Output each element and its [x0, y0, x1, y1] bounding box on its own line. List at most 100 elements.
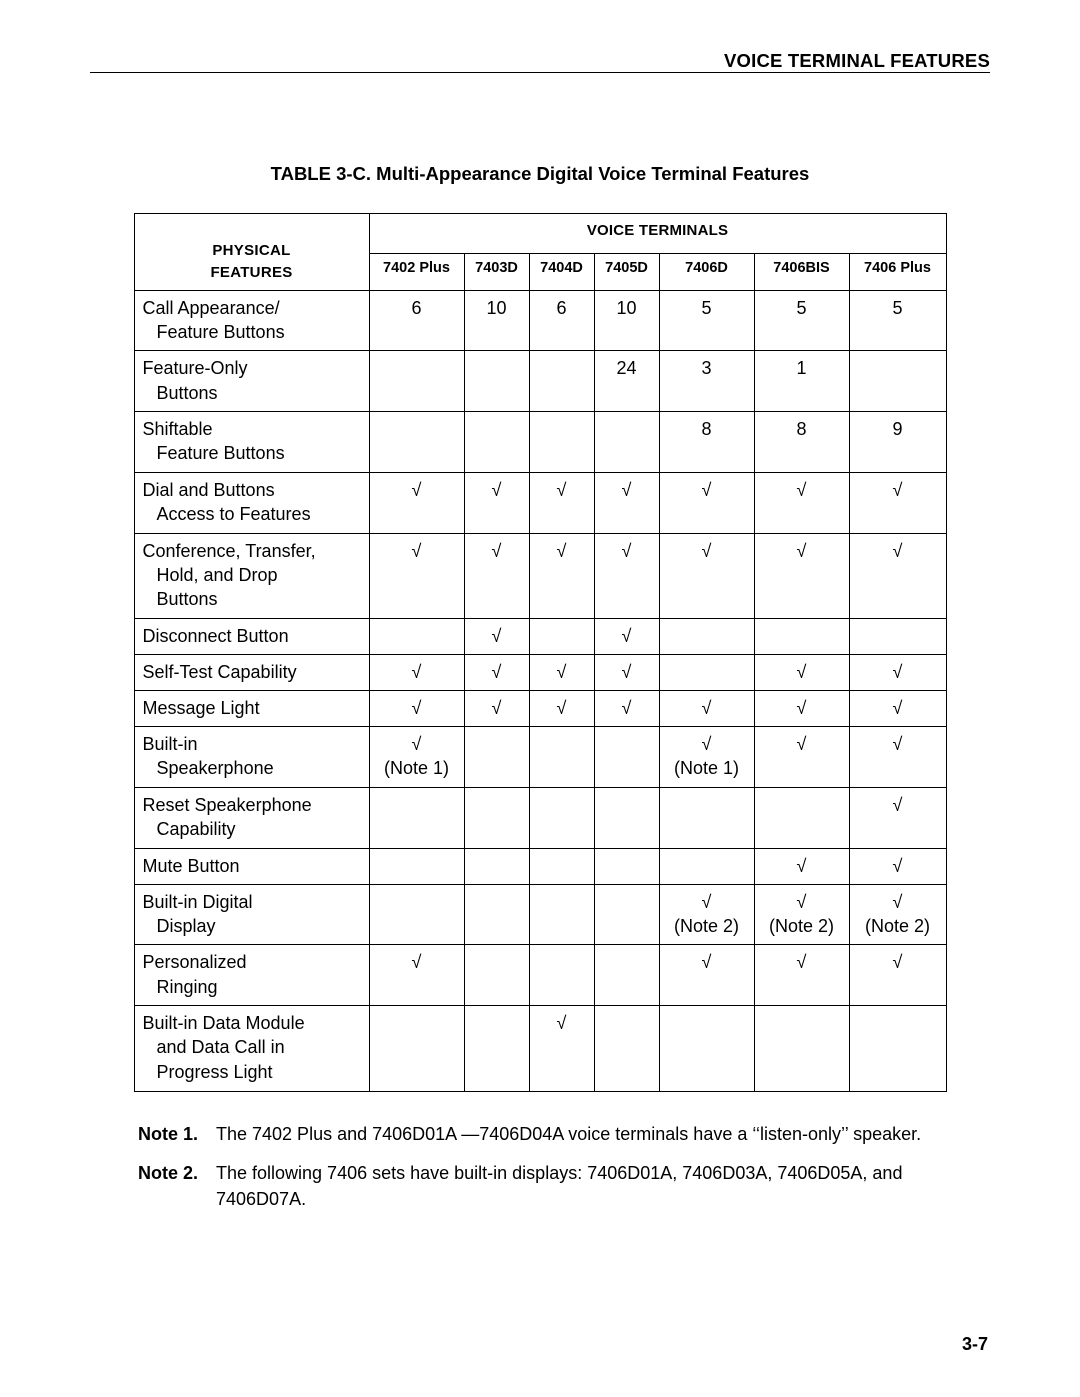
value-cell: √: [529, 655, 594, 691]
table-row: Conference, Transfer,Hold, and DropButto…: [134, 533, 946, 619]
col-header: 7402 Plus: [369, 254, 464, 290]
value-cell: [594, 412, 659, 473]
note-label: Note 1.: [138, 1122, 216, 1147]
document-page: VOICE TERMINAL FEATURES TABLE 3-C. Multi…: [0, 0, 1080, 1397]
feature-table-wrap: PHYSICAL FEATURES VOICE TERMINALS 7402 P…: [90, 213, 990, 1076]
col-header: 7403D: [464, 254, 529, 290]
feature-label: Feature-OnlyButtons: [134, 351, 369, 412]
value-cell: √(Note 2): [659, 884, 754, 945]
table-row: ShiftableFeature Buttons889: [134, 412, 946, 473]
table-row: PersonalizedRinging√√√√: [134, 945, 946, 1006]
value-cell: [369, 619, 464, 655]
value-cell: √: [529, 533, 594, 619]
table-row: Message Light√√√√√√√: [134, 691, 946, 727]
value-cell: 9: [849, 412, 946, 473]
value-cell: √(Note 2): [754, 884, 849, 945]
value-cell: [754, 787, 849, 848]
value-cell: √: [849, 533, 946, 619]
col-header: 7406BIS: [754, 254, 849, 290]
value-cell: [464, 351, 529, 412]
value-cell: √: [529, 1006, 594, 1092]
value-cell: [529, 884, 594, 945]
table-row: Call Appearance/Feature Buttons610610555: [134, 290, 946, 351]
value-cell: [659, 1006, 754, 1092]
note-text: The following 7406 sets have built-in di…: [216, 1161, 960, 1211]
col-header: 7406 Plus: [849, 254, 946, 290]
value-cell: √: [659, 472, 754, 533]
note-label: Note 2.: [138, 1161, 216, 1211]
value-cell: √: [659, 945, 754, 1006]
value-cell: [464, 1006, 529, 1092]
value-cell: √: [369, 655, 464, 691]
value-cell: [659, 787, 754, 848]
value-cell: √: [754, 691, 849, 727]
value-cell: [464, 884, 529, 945]
page-header-title: VOICE TERMINAL FEATURES: [724, 50, 990, 72]
value-cell: [594, 945, 659, 1006]
value-cell: [464, 412, 529, 473]
value-cell: [849, 619, 946, 655]
value-cell: [849, 1006, 946, 1092]
feature-label: ShiftableFeature Buttons: [134, 412, 369, 473]
table-row: Built-in Data Moduleand Data Call inProg…: [134, 1006, 946, 1092]
table-body: Call Appearance/Feature Buttons610610555…: [134, 290, 946, 1091]
value-cell: [594, 1006, 659, 1092]
value-cell: [529, 848, 594, 884]
table-row: Built-inSpeakerphone√(Note 1)√(Note 1)√√: [134, 727, 946, 788]
header-rule: VOICE TERMINAL FEATURES: [90, 50, 990, 73]
col-header: 7406D: [659, 254, 754, 290]
value-cell: √: [464, 655, 529, 691]
value-cell: [529, 727, 594, 788]
value-cell: √: [594, 655, 659, 691]
notes-section: Note 1.The 7402 Plus and 7406D01A —7406D…: [90, 1122, 990, 1212]
value-cell: [594, 727, 659, 788]
feature-table: PHYSICAL FEATURES VOICE TERMINALS 7402 P…: [134, 213, 947, 1092]
note: Note 1.The 7402 Plus and 7406D01A —7406D…: [138, 1122, 960, 1147]
value-cell: [659, 619, 754, 655]
value-cell: √: [529, 472, 594, 533]
value-cell: [754, 1006, 849, 1092]
value-cell: [464, 848, 529, 884]
feature-label: Dial and ButtonsAccess to Features: [134, 472, 369, 533]
col-header: 7404D: [529, 254, 594, 290]
value-cell: [529, 412, 594, 473]
value-cell: √: [594, 533, 659, 619]
feature-label: Message Light: [134, 691, 369, 727]
value-cell: 5: [659, 290, 754, 351]
value-cell: 24: [594, 351, 659, 412]
value-cell: √: [849, 787, 946, 848]
value-cell: [594, 884, 659, 945]
value-cell: [529, 619, 594, 655]
value-cell: 8: [754, 412, 849, 473]
value-cell: [369, 848, 464, 884]
value-cell: [464, 787, 529, 848]
value-cell: √: [594, 472, 659, 533]
value-cell: √: [659, 533, 754, 619]
value-cell: 6: [369, 290, 464, 351]
value-cell: 6: [529, 290, 594, 351]
table-row: Feature-OnlyButtons 2431: [134, 351, 946, 412]
value-cell: 10: [464, 290, 529, 351]
value-cell: √: [464, 691, 529, 727]
value-cell: √: [464, 472, 529, 533]
value-cell: [464, 727, 529, 788]
value-cell: √: [529, 691, 594, 727]
feature-label: Call Appearance/Feature Buttons: [134, 290, 369, 351]
value-cell: [369, 412, 464, 473]
value-cell: √(Note 2): [849, 884, 946, 945]
value-cell: √(Note 1): [659, 727, 754, 788]
value-cell: √: [464, 619, 529, 655]
table-caption: TABLE 3-C. Multi-Appearance Digital Voic…: [90, 163, 990, 185]
value-cell: [594, 848, 659, 884]
value-cell: [849, 351, 946, 412]
value-cell: √: [754, 848, 849, 884]
value-cell: √: [464, 533, 529, 619]
value-cell: [594, 787, 659, 848]
value-cell: √: [849, 945, 946, 1006]
value-cell: √: [369, 533, 464, 619]
value-cell: 3: [659, 351, 754, 412]
feature-label: PersonalizedRinging: [134, 945, 369, 1006]
feature-label: Self-Test Capability: [134, 655, 369, 691]
value-cell: 1: [754, 351, 849, 412]
note: Note 2.The following 7406 sets have buil…: [138, 1161, 960, 1211]
